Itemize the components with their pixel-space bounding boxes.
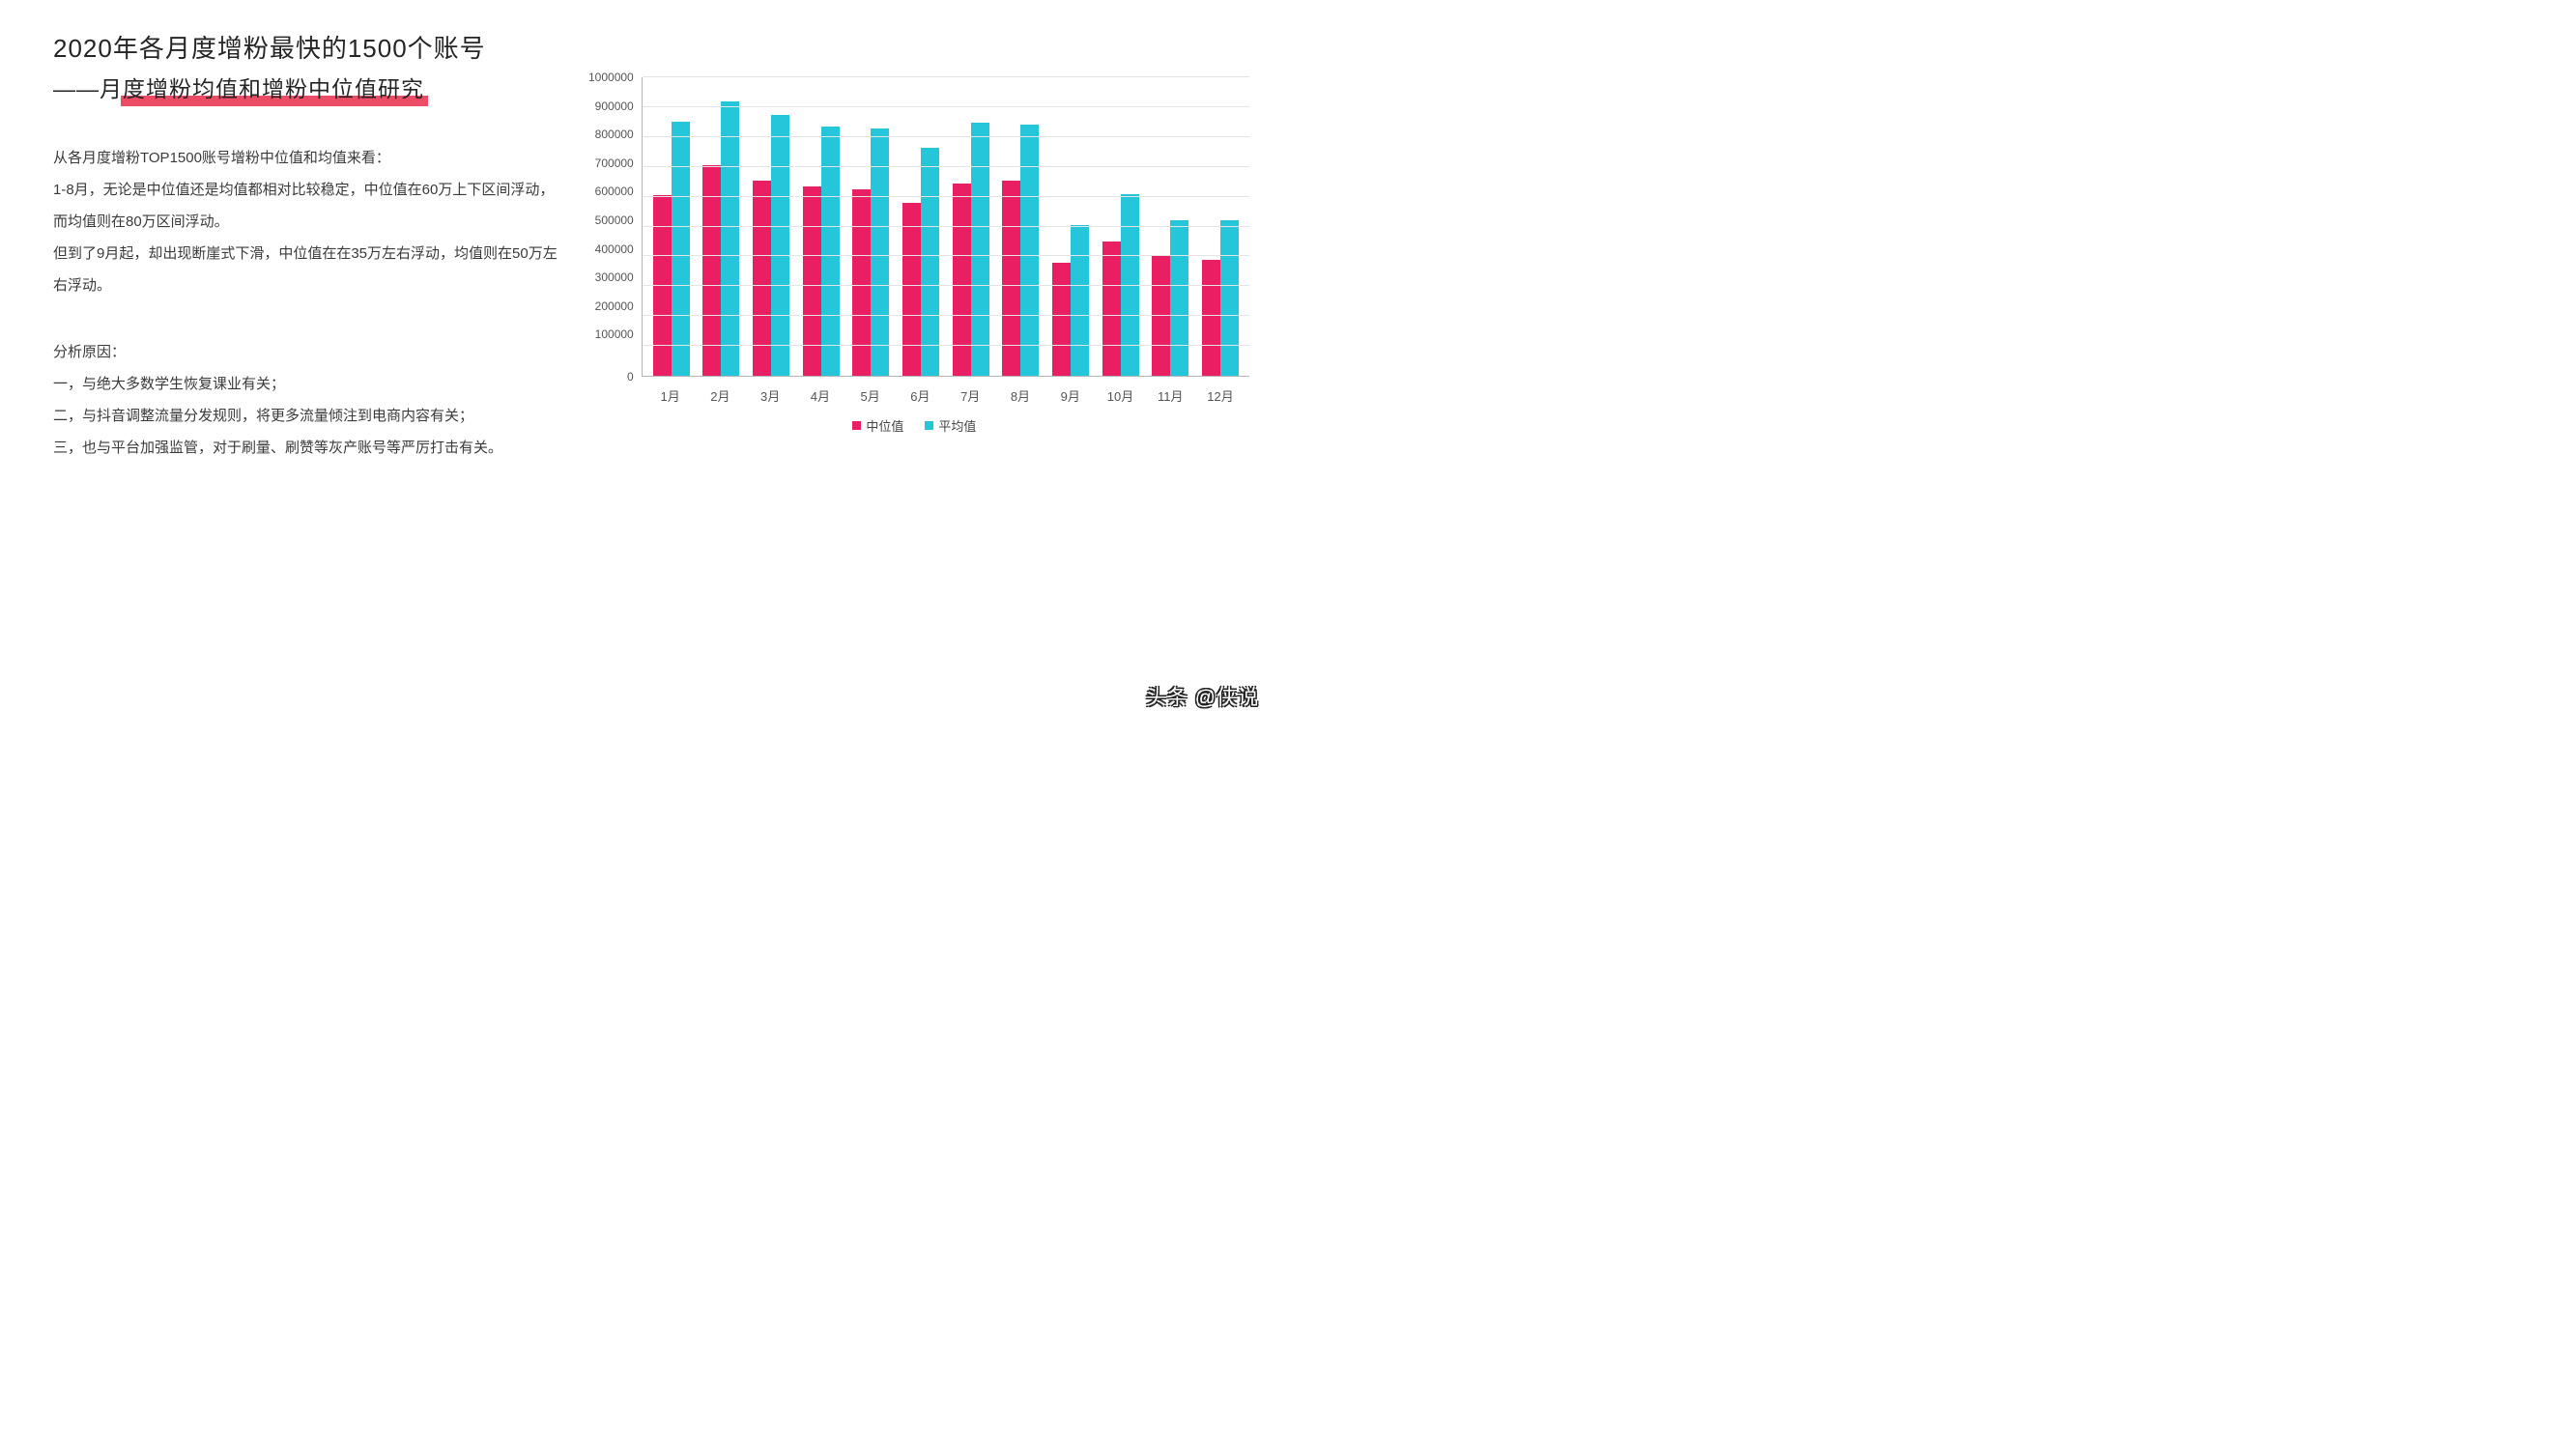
chart-panel: 1000000900000800000700000600000500000400… xyxy=(580,29,1249,705)
grid-line xyxy=(643,226,1249,227)
y-tick-label: 900000 xyxy=(595,99,634,113)
bar xyxy=(803,186,821,376)
y-tick-label: 0 xyxy=(627,370,634,384)
chart-plot xyxy=(642,77,1249,377)
subtitle-prefix: —— xyxy=(53,76,100,101)
legend-item: 平均值 xyxy=(925,416,976,435)
legend-label: 中位值 xyxy=(866,416,903,435)
bar xyxy=(1002,181,1020,376)
bar-group xyxy=(1102,77,1139,376)
bar-group xyxy=(1202,77,1239,376)
x-tick-label: 6月 xyxy=(901,386,939,405)
chart-area: 1000000900000800000700000600000500000400… xyxy=(580,77,1249,377)
grid-line xyxy=(643,136,1249,137)
y-tick-label: 700000 xyxy=(595,156,634,170)
legend-swatch xyxy=(852,421,861,430)
bar-group xyxy=(1052,77,1089,376)
x-tick-label: 10月 xyxy=(1101,386,1139,405)
subtitle-wrap: ——月度增粉均值和增粉中位值研究 xyxy=(53,71,560,103)
x-tick-label: 11月 xyxy=(1151,386,1189,405)
bar-group xyxy=(1002,77,1039,376)
x-tick-label: 1月 xyxy=(651,386,690,405)
x-tick-label: 9月 xyxy=(1051,386,1090,405)
bar xyxy=(902,203,921,376)
reason-line: 二，与抖音调整流量分发规则，将更多流量倾注到电商内容有关； xyxy=(53,400,560,432)
x-tick-label: 4月 xyxy=(801,386,840,405)
x-tick-label: 12月 xyxy=(1201,386,1240,405)
y-tick-label: 100000 xyxy=(595,327,634,341)
x-tick-label: 8月 xyxy=(1001,386,1040,405)
y-tick-label: 1000000 xyxy=(588,71,634,84)
bar xyxy=(753,181,771,376)
bar xyxy=(721,101,739,376)
text-panel: 2020年各月度增粉最快的1500个账号 ——月度增粉均值和增粉中位值研究 从各… xyxy=(53,29,580,705)
y-tick-label: 300000 xyxy=(595,270,634,284)
bar-group xyxy=(653,77,690,376)
grid-line xyxy=(643,345,1249,346)
bar xyxy=(852,189,871,376)
bar-group xyxy=(902,77,939,376)
y-tick-label: 800000 xyxy=(595,128,634,141)
bar xyxy=(921,148,939,376)
bar-group xyxy=(803,77,840,376)
legend-label: 平均值 xyxy=(938,416,976,435)
bar-group xyxy=(953,77,989,376)
bar xyxy=(672,122,690,376)
legend-item: 中位值 xyxy=(852,416,903,435)
bar xyxy=(1170,220,1188,376)
bar-group xyxy=(1152,77,1188,376)
bar xyxy=(971,123,989,376)
bar xyxy=(953,184,971,376)
grid-line xyxy=(643,255,1249,256)
bar xyxy=(1071,225,1089,376)
intro-line: 1-8月，无论是中位值还是均值都相对比较稳定，中位值在60万上下区间浮动，而均值… xyxy=(53,174,560,238)
bar xyxy=(1102,242,1121,376)
x-axis: 1月 2月 3月 4月 5月 6月 7月 8月 9月 10月 11月 12月 xyxy=(642,377,1249,405)
bar-group xyxy=(753,77,789,376)
grid-line xyxy=(643,76,1249,77)
reason-line: 一，与绝大多数学生恢复课业有关； xyxy=(53,368,560,400)
grid-line xyxy=(643,315,1249,316)
x-tick-label: 5月 xyxy=(851,386,890,405)
credit-text: 头条 @侠说 xyxy=(1146,682,1259,711)
bar-group xyxy=(852,77,889,376)
bar xyxy=(1202,260,1220,377)
x-tick-label: 2月 xyxy=(701,386,739,405)
grid-line xyxy=(643,196,1249,197)
y-tick-label: 600000 xyxy=(595,185,634,198)
y-tick-label: 400000 xyxy=(595,242,634,256)
subtitle: ——月度增粉均值和增粉中位值研究 xyxy=(53,71,424,103)
chart-legend: 中位值 平均值 xyxy=(580,416,1249,435)
bars-container xyxy=(643,77,1249,376)
slide-container: 2020年各月度增粉最快的1500个账号 ——月度增粉均值和增粉中位值研究 从各… xyxy=(0,0,1288,724)
y-tick-label: 200000 xyxy=(595,299,634,313)
bar xyxy=(821,127,840,376)
bar xyxy=(1020,125,1039,376)
bar xyxy=(771,115,789,376)
grid-line xyxy=(643,106,1249,107)
x-tick-label: 3月 xyxy=(751,386,789,405)
intro-line: 从各月度增粉TOP1500账号增粉中位值和均值来看： xyxy=(53,142,560,174)
intro-line: 但到了9月起，却出现断崖式下滑，中位值在在35万左右浮动，均值则在50万左右浮动… xyxy=(53,238,560,301)
grid-line xyxy=(643,166,1249,167)
reason-title: 分析原因： xyxy=(53,336,560,368)
intro-block: 从各月度增粉TOP1500账号增粉中位值和均值来看： 1-8月，无论是中位值还是… xyxy=(53,142,560,301)
reason-line: 三，也与平台加强监管，对于刷量、刷赞等灰产账号等严厉打击有关。 xyxy=(53,432,560,464)
x-tick-label: 7月 xyxy=(951,386,989,405)
bar xyxy=(1220,220,1239,376)
bar-group xyxy=(702,77,739,376)
grid-line xyxy=(643,285,1249,286)
y-tick-label: 500000 xyxy=(595,213,634,227)
y-axis: 1000000900000800000700000600000500000400… xyxy=(580,77,642,377)
main-title: 2020年各月度增粉最快的1500个账号 xyxy=(53,29,560,65)
subtitle-text: 月度增粉均值和增粉中位值研究 xyxy=(100,76,424,101)
legend-swatch xyxy=(925,421,933,430)
bar xyxy=(1052,263,1071,376)
